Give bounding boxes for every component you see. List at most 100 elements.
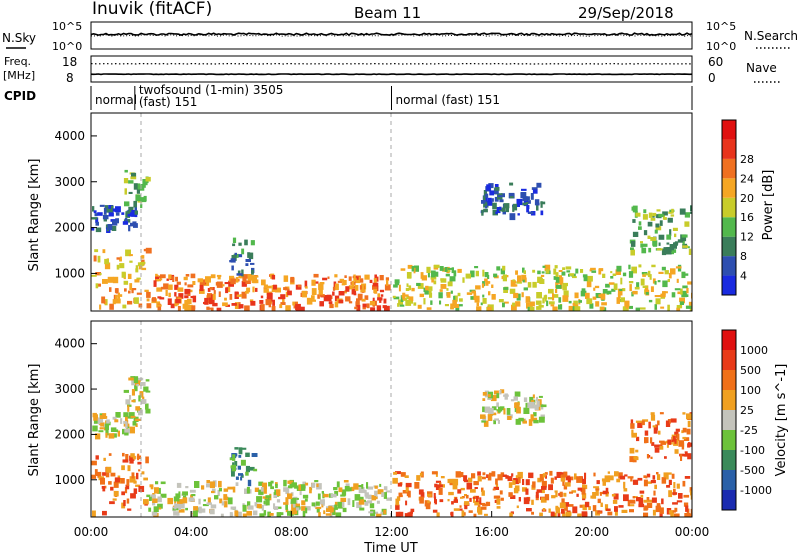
echo-cell bbox=[115, 206, 121, 213]
echo-cell bbox=[636, 497, 641, 502]
echo-cell bbox=[397, 482, 402, 487]
echo-cell bbox=[593, 486, 600, 489]
echo-cell bbox=[160, 493, 167, 498]
echo-cell bbox=[646, 502, 653, 508]
echo-cell bbox=[535, 491, 539, 498]
echo-cell bbox=[91, 227, 95, 231]
echo-cell bbox=[296, 507, 300, 511]
echo-cell bbox=[122, 304, 127, 309]
echo-cell bbox=[500, 268, 505, 275]
echo-cell bbox=[362, 303, 367, 308]
echo-cell bbox=[523, 407, 530, 414]
echo-cell bbox=[671, 249, 677, 253]
echo-cell bbox=[672, 502, 678, 505]
echo-cell bbox=[460, 472, 464, 478]
echo-cell bbox=[132, 421, 137, 426]
echo-cell bbox=[664, 456, 667, 459]
echo-cell bbox=[671, 473, 675, 479]
echo-cell bbox=[447, 267, 452, 270]
colorbar-swatch bbox=[722, 410, 736, 430]
echo-cell bbox=[676, 433, 680, 441]
echo-cell bbox=[453, 270, 457, 277]
echo-cell bbox=[123, 412, 129, 418]
echo-cell bbox=[223, 501, 228, 508]
echo-cell bbox=[413, 267, 416, 274]
echo-cell bbox=[234, 252, 237, 256]
echo-cell bbox=[135, 183, 141, 190]
echo-cell bbox=[227, 497, 233, 505]
echo-cell bbox=[354, 306, 358, 310]
echo-cell bbox=[617, 293, 621, 298]
echo-cell bbox=[131, 288, 134, 294]
echo-cell bbox=[174, 503, 177, 510]
echo-cell bbox=[280, 512, 284, 516]
echo-cell bbox=[365, 492, 369, 499]
echo-cell bbox=[332, 507, 338, 510]
time-tick-label: 12:00 bbox=[374, 525, 409, 539]
echo-cell bbox=[185, 486, 189, 489]
echo-cell bbox=[540, 201, 543, 208]
echo-cell bbox=[265, 495, 271, 498]
echo-cell bbox=[115, 288, 119, 294]
echo-cell bbox=[636, 282, 640, 288]
echo-cell bbox=[253, 275, 259, 278]
echo-cell bbox=[572, 302, 575, 306]
echo-cell bbox=[523, 397, 528, 402]
echo-cell bbox=[643, 273, 649, 276]
echo-cell bbox=[121, 212, 125, 215]
echo-cell bbox=[453, 295, 456, 301]
echo-cell bbox=[145, 408, 151, 414]
echo-cell bbox=[521, 188, 527, 191]
echo-cell bbox=[643, 512, 649, 517]
echo-cell bbox=[533, 412, 537, 417]
echo-cell bbox=[682, 427, 687, 433]
echo-cell bbox=[490, 395, 497, 402]
echo-cell bbox=[632, 496, 636, 499]
echo-cell bbox=[386, 279, 389, 286]
echo-cell bbox=[169, 274, 175, 281]
echo-cell bbox=[209, 287, 214, 290]
echo-cell bbox=[214, 495, 219, 500]
echo-cell bbox=[232, 454, 236, 461]
echo-cell bbox=[493, 486, 499, 490]
echo-cell bbox=[185, 507, 188, 511]
echo-cell bbox=[124, 201, 130, 207]
echo-cell bbox=[555, 508, 560, 514]
echo-cell bbox=[449, 481, 453, 486]
colorbar-swatch bbox=[722, 236, 736, 257]
echo-cell bbox=[234, 447, 239, 450]
echo-cell bbox=[278, 296, 284, 300]
echo-cell bbox=[430, 270, 436, 278]
echo-cell bbox=[675, 266, 682, 269]
echo-cell bbox=[128, 290, 131, 294]
echo-cell bbox=[589, 269, 593, 272]
echo-cell bbox=[430, 276, 437, 280]
echo-cell bbox=[298, 484, 301, 491]
echo-cell bbox=[644, 437, 649, 443]
echo-cell bbox=[496, 207, 501, 214]
echo-cell bbox=[688, 248, 692, 255]
echo-cell bbox=[297, 284, 301, 288]
echo-cell bbox=[260, 304, 265, 311]
echo-cell bbox=[182, 497, 188, 504]
echo-cell bbox=[114, 419, 119, 423]
echo-cell bbox=[501, 474, 507, 477]
echo-cell bbox=[377, 489, 384, 495]
echo-cell bbox=[237, 270, 241, 276]
echo-cell bbox=[488, 198, 492, 204]
echo-cell bbox=[676, 305, 683, 309]
echo-cell bbox=[647, 270, 651, 278]
echo-cell bbox=[242, 513, 247, 517]
echo-cell bbox=[137, 262, 144, 267]
echo-cell bbox=[426, 307, 432, 310]
colorbar-tick-label: 12 bbox=[740, 231, 754, 244]
beam-title: Beam 11 bbox=[354, 4, 421, 22]
echo-cell bbox=[650, 412, 655, 415]
echo-cell bbox=[251, 453, 258, 457]
echo-cell bbox=[320, 294, 325, 297]
echo-cell bbox=[564, 505, 568, 511]
echo-cell bbox=[650, 414, 656, 421]
echo-cell bbox=[328, 301, 333, 304]
echo-cell bbox=[119, 256, 122, 262]
echo-cell bbox=[457, 292, 461, 297]
